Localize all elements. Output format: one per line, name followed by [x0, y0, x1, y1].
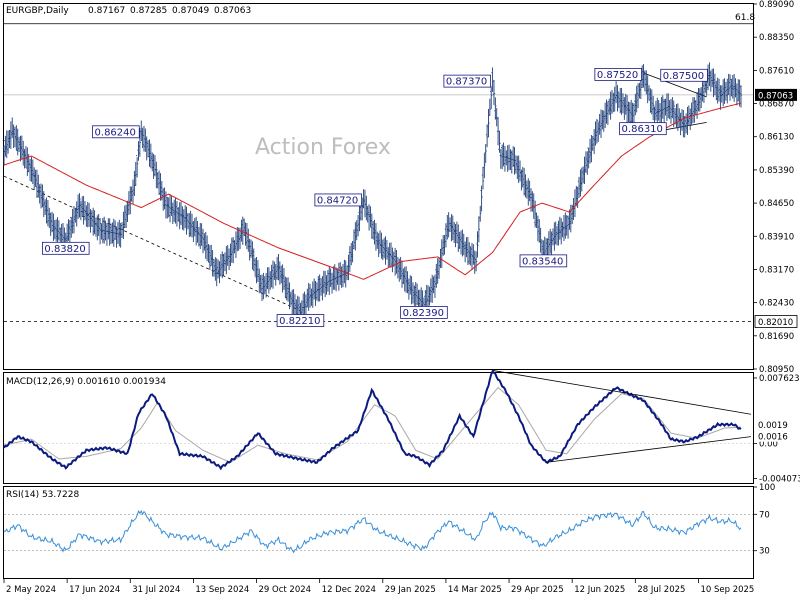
date-axis-label: 12 Jun 2025: [574, 585, 625, 595]
swing-label: 0.82390: [403, 308, 444, 319]
current-price-box: [755, 88, 797, 101]
swing-label-box: [660, 68, 708, 82]
swing-label: 0.87370: [446, 77, 487, 88]
price-axis-label: 0.88350: [759, 33, 794, 43]
moving-average-line: [3, 102, 742, 280]
price-axis-label: 0.80950: [759, 365, 794, 375]
price-axis-label: 0.83910: [759, 232, 794, 242]
swing-label: 0.82210: [279, 316, 320, 327]
watermark: Action Forex: [255, 135, 391, 160]
swing-label: 0.87500: [663, 71, 704, 82]
macd-line: [3, 369, 742, 471]
date-axis-label: 14 Mar 2025: [448, 585, 502, 595]
symbol-title: EURGBP,Daily: [6, 6, 69, 16]
swing-label-box: [42, 241, 90, 255]
signal-value-box: [755, 431, 797, 442]
swing-label-box: [92, 125, 140, 139]
macd-axis-label: -0.004073: [759, 474, 800, 484]
triangle-upper-line: [643, 72, 707, 98]
swing-label-box: [619, 122, 667, 136]
signal-value: 0.0016: [758, 433, 788, 443]
swing-label: 0.84720: [317, 195, 358, 206]
price-axis-label: 0.89090: [759, 0, 794, 10]
date-axis-label: 29 Jan 2025: [385, 585, 436, 595]
rsi-axis-label: 30: [759, 547, 770, 557]
date-axis-label: 17 Jun 2024: [69, 585, 120, 595]
macd-upper-trendline: [492, 370, 752, 415]
rsi-axis-label: 100: [759, 483, 775, 493]
support-price-value: 0.82010: [758, 318, 793, 328]
support-price-box: [754, 315, 798, 328]
swing-label-box: [276, 314, 325, 327]
date-axis-label: 31 Jul 2024: [132, 585, 180, 595]
price-axis-label: 0.81690: [759, 332, 794, 342]
rsi-title: RSI(14) 53.7228: [6, 490, 79, 500]
macd-signal-line: [3, 386, 742, 463]
macd-panel-frame: [3, 372, 754, 484]
rsi-panel: [3, 509, 753, 554]
macd-value-box: [755, 420, 797, 431]
macd-axis-label: 0.00: [759, 439, 778, 449]
swing-label: 0.86240: [95, 127, 136, 138]
ohlc-open: 0.87167: [88, 6, 125, 16]
ohlc-high: 0.87285: [130, 6, 167, 16]
macd-panel: [3, 369, 753, 471]
main-panel: 0.86240 0.83820 0.84720 0.82210 0.82390 0.873…: [2, 23, 753, 327]
swing-label-box: [519, 254, 568, 268]
axes: 0.89090 0.88350 0.87610 0.86870 0.86130 0.853…: [3, 0, 800, 595]
ohlc-close: 0.87063: [214, 6, 251, 16]
ohlc-low: 0.87049: [172, 6, 209, 16]
swing-label-box: [594, 67, 642, 81]
rsi-panel-frame: [3, 486, 754, 579]
down-trendline: [3, 175, 301, 312]
macd-lower-trendline: [546, 436, 752, 463]
fib-label: 61.8: [735, 13, 755, 23]
swing-label: 0.83820: [44, 244, 85, 255]
macd-title: MACD(12,26,9) 0.001610 0.001934: [6, 377, 166, 387]
swing-label: 0.87520: [597, 70, 638, 81]
date-axis-label: 29 Apr 2025: [511, 585, 564, 595]
price-axis-label: 0.83170: [759, 265, 794, 275]
swing-label-box: [400, 306, 448, 319]
date-axis-label: 2 May 2024: [6, 585, 56, 595]
price-axis-label: 0.87610: [759, 66, 794, 76]
swing-label-box: [443, 74, 491, 88]
macd-axis-label: 0.007623: [759, 374, 800, 384]
date-axis-label: 12 Dec 2024: [322, 585, 376, 595]
macd-value: 0.0019: [758, 421, 788, 431]
price-axis-label: 0.86870: [759, 100, 794, 110]
date-axis-label: 10 Sep 2025: [700, 585, 754, 595]
price-axis-label: 0.82430: [759, 299, 794, 309]
price-axis-label: 0.85390: [759, 166, 794, 176]
current-price-value: 0.87063: [758, 91, 793, 101]
rsi-line: [3, 509, 742, 554]
rsi-axis-label: 70: [759, 510, 770, 520]
swing-label: 0.86310: [622, 124, 663, 135]
main-panel-frame: [3, 3, 754, 370]
date-axis-label: 29 Oct 2024: [259, 585, 312, 595]
swing-label-box: [314, 193, 362, 207]
swing-label: 0.83540: [522, 256, 563, 267]
date-axis-label: 28 Jul 2025: [637, 585, 685, 595]
price-axis-label: 0.86130: [759, 133, 794, 143]
price-axis-label: 0.84650: [759, 199, 794, 209]
date-axis-label: 13 Sep 2024: [195, 585, 249, 595]
